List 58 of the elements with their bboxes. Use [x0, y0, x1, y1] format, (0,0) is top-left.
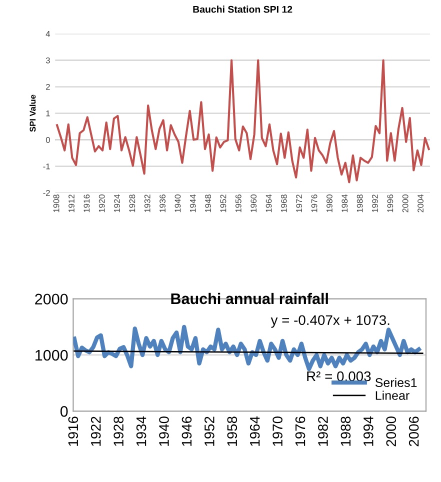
x-tick-label: 1960: [250, 194, 257, 212]
y-tick-label: 2: [46, 84, 50, 90]
x-tick-label: 1972: [296, 194, 302, 212]
x-tick-label: 1964: [266, 194, 272, 212]
x-tick-label: 1928: [129, 194, 136, 212]
x-tick-label: 1956: [235, 194, 242, 212]
x-tick-label: 1940: [159, 416, 169, 446]
x-tick-label: 1976: [311, 194, 318, 212]
x-tick-label: 1968: [281, 194, 287, 212]
x-tick-label: 1996: [387, 194, 394, 212]
x-tick-label: 1992: [372, 194, 378, 212]
x-tick-label: 2000: [402, 194, 408, 212]
x-tick-label: 1948: [205, 194, 212, 212]
x-tick-label: 1912: [68, 194, 74, 212]
y-axis-title: SPI Value: [30, 94, 36, 132]
x-tick-label: 1994: [363, 416, 374, 446]
annotation: y = -0.407x + 1073.: [270, 315, 390, 328]
x-tick-label: 1924: [114, 194, 120, 212]
chart-title: Bauchi annual rainfall: [171, 292, 328, 304]
y-tick-label: 2000: [35, 294, 68, 305]
x-tick-label: 1982: [318, 416, 328, 446]
x-tick-label: 1976: [295, 416, 306, 446]
x-tick-label: 1988: [356, 194, 363, 212]
chart-title: Bauchi Station SPI 12: [193, 6, 292, 13]
y-tick-label: 0: [46, 136, 50, 143]
x-tick-label: 1920: [98, 194, 105, 212]
line-series: [56, 59, 430, 184]
x-tick-label: 1928: [114, 416, 124, 446]
x-tick-label: 1916: [68, 416, 78, 446]
x-tick-label: 1934: [136, 416, 146, 446]
y-tick-label: 0: [60, 406, 68, 417]
x-tick-label: 2004: [418, 194, 424, 212]
x-tick-label: 2006: [408, 416, 419, 446]
x-tick-label: 1970: [272, 416, 282, 446]
x-tick-label: 1932: [144, 194, 150, 212]
x-tick-label: 1958: [227, 416, 238, 446]
x-tick-label: 1922: [90, 416, 101, 446]
x-tick-label: 1980: [326, 194, 332, 212]
x-tick-label: 1908: [53, 194, 60, 212]
x-tick-label: 1936: [160, 194, 166, 212]
y-tick-label: -2: [43, 190, 50, 196]
x-tick-label: 1964: [250, 416, 260, 446]
y-tick-label: 4: [46, 31, 50, 37]
x-tick-label: 1916: [84, 194, 90, 212]
x-tick-label: 1940: [174, 194, 181, 212]
y-tick-label: -1: [43, 164, 50, 170]
x-tick-label: 1984: [342, 194, 348, 212]
legend-label: Series1: [375, 378, 417, 388]
y-tick-label: 1: [46, 110, 50, 116]
y-tick-label: 1000: [36, 350, 68, 361]
x-tick-label: 1952: [220, 194, 226, 212]
legend-label: Linear: [376, 390, 410, 400]
x-tick-label: 1944: [190, 194, 196, 212]
x-tick-label: 1946: [182, 416, 192, 446]
x-tick-label: 2000: [386, 416, 396, 446]
x-tick-label: 1988: [340, 416, 351, 446]
x-tick-label: 1952: [204, 416, 214, 446]
y-tick-label: 3: [46, 57, 50, 64]
